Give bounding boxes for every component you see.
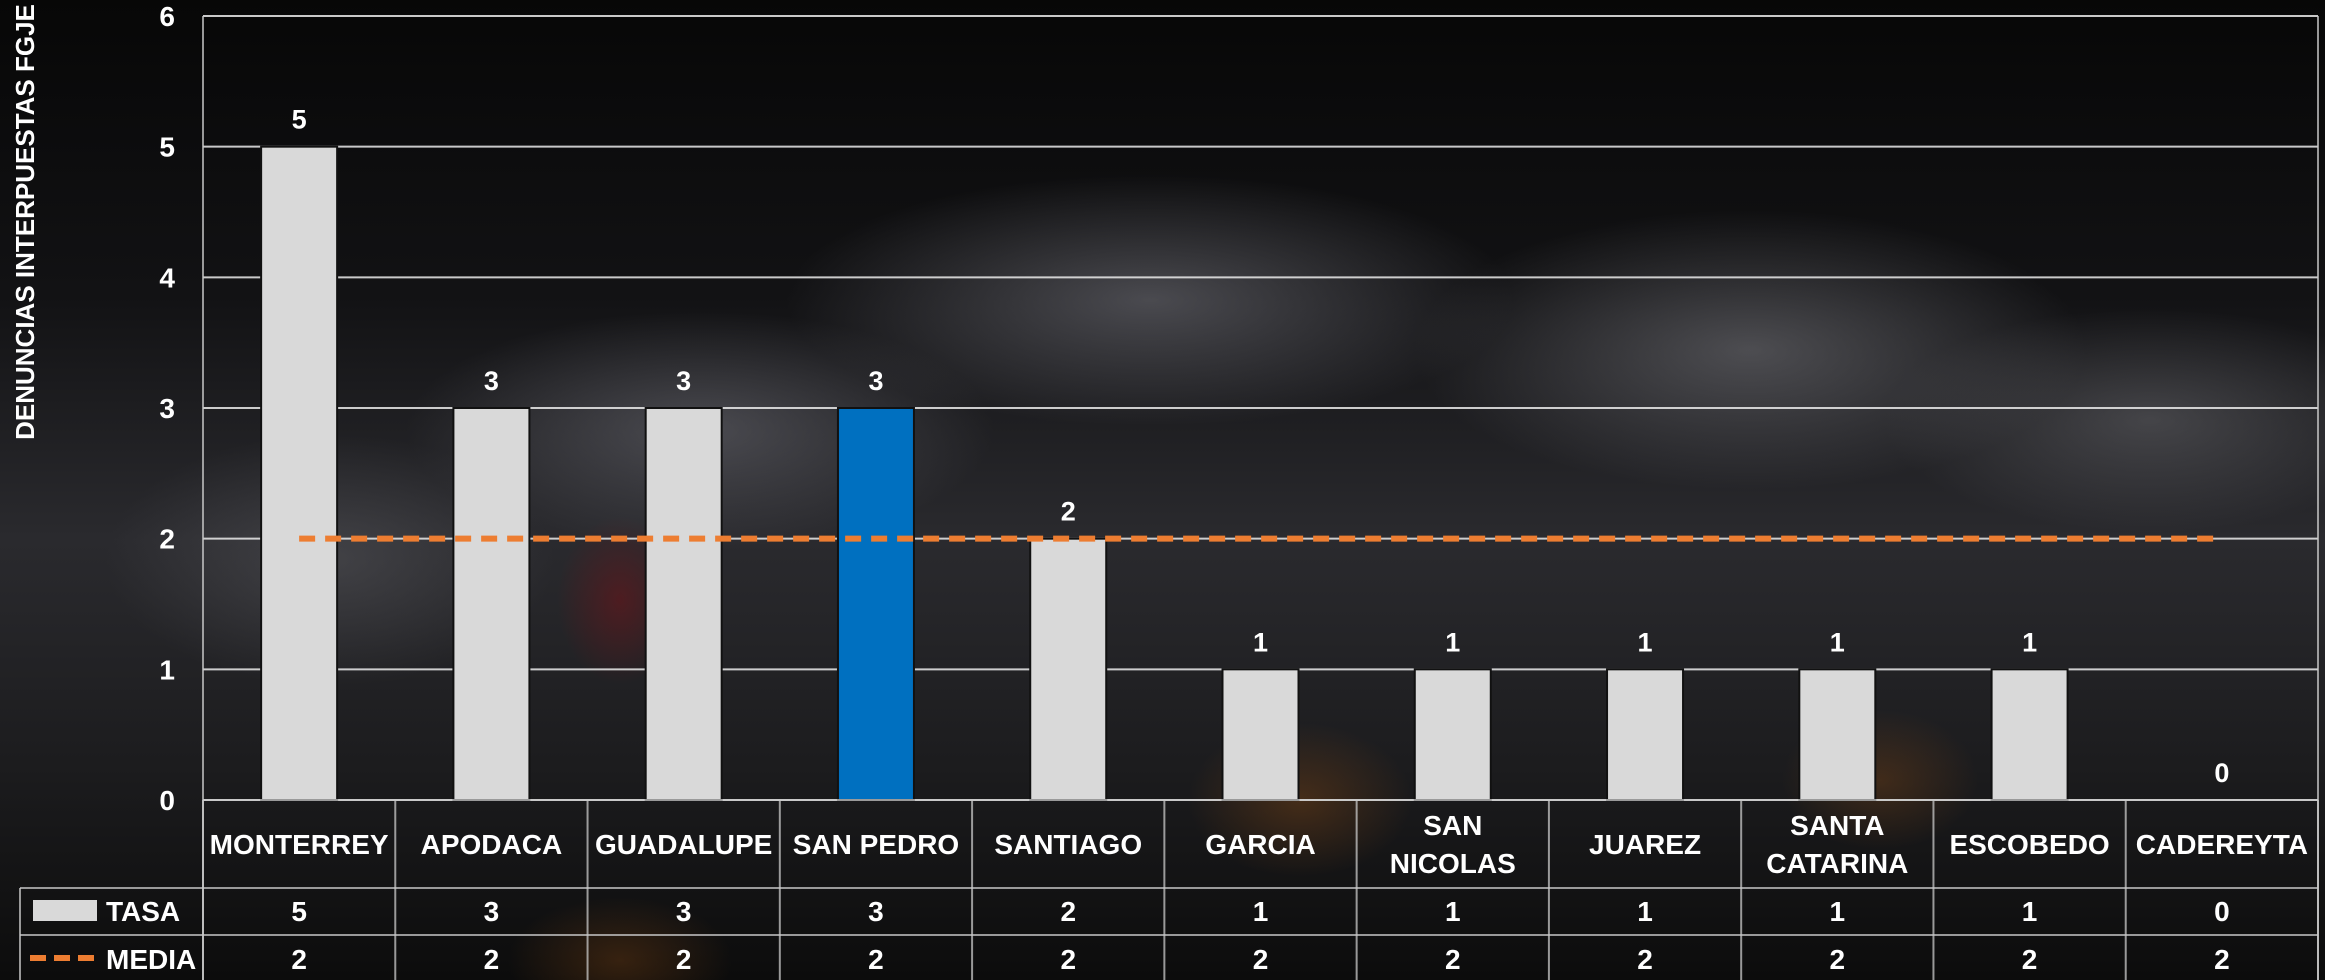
bar: [452, 407, 531, 801]
table-cell-media: 2: [1253, 944, 1269, 975]
bar: [836, 407, 915, 801]
table-cell-media: 2: [676, 944, 692, 975]
x-tick-label: SANTIAGO: [994, 829, 1142, 860]
bar: [260, 145, 339, 801]
table-cell-tasa: 1: [1637, 896, 1653, 927]
x-tick-label: ESCOBEDO: [1949, 829, 2109, 860]
bar-data-label: 2: [1061, 497, 1076, 527]
bar: [1221, 668, 1300, 801]
y-tick-label: 0: [159, 785, 175, 816]
table-cell-tasa: 1: [1830, 896, 1846, 927]
table-cell-media: 2: [1830, 944, 1846, 975]
table-cell-tasa: 2: [1060, 896, 1076, 927]
table-cell-tasa: 1: [1445, 896, 1461, 927]
bar-data-label: 1: [1830, 627, 1845, 657]
table-cell-media: 2: [1060, 944, 1076, 975]
x-tick-label: CATARINA: [1766, 848, 1908, 879]
legend-key-tasa: [33, 900, 97, 921]
x-tick-label: SAN PEDRO: [793, 829, 959, 860]
legend-label-tasa: TASA: [106, 896, 180, 927]
bar: [1413, 668, 1492, 801]
x-tick-label: GUADALUPE: [595, 829, 772, 860]
table-cell-tasa: 3: [676, 896, 692, 927]
table-cell-media: 2: [291, 944, 307, 975]
table-cell-tasa: 3: [868, 896, 884, 927]
y-tick-label: 5: [159, 132, 175, 163]
x-tick-label: GARCIA: [1205, 829, 1315, 860]
y-tick-label: 3: [159, 393, 175, 424]
x-tick-label: NICOLAS: [1390, 848, 1516, 879]
table-cell-tasa: 0: [2214, 896, 2230, 927]
table-cell-tasa: 5: [291, 896, 307, 927]
x-tick-label: APODACA: [421, 829, 563, 860]
bar: [1606, 668, 1685, 801]
bar-data-label: 0: [2214, 758, 2229, 788]
bar-data-label: 1: [2022, 627, 2037, 657]
bar: [1990, 668, 2069, 801]
bar-data-label: 1: [1253, 627, 1268, 657]
bar: [1798, 668, 1877, 801]
x-tick-label: MONTERREY: [210, 829, 389, 860]
x-tick-label: SAN: [1423, 810, 1482, 841]
y-axis-title: DENUNCIAS INTERPUESTAS FGJE: [10, 4, 40, 440]
table-cell-media: 2: [1445, 944, 1461, 975]
y-tick-label: 6: [159, 1, 175, 32]
table-cell-media: 2: [2022, 944, 2038, 975]
x-tick-label: SANTA: [1790, 810, 1884, 841]
x-tick-label: CADEREYTA: [2136, 829, 2308, 860]
table-cell-tasa: 1: [2022, 896, 2038, 927]
table-cell-media: 2: [868, 944, 884, 975]
table-cell-media: 2: [1637, 944, 1653, 975]
y-tick-label: 4: [159, 262, 175, 293]
bar-data-label: 3: [484, 366, 499, 396]
bar-data-label: 3: [676, 366, 691, 396]
table-cell-media: 2: [2214, 944, 2230, 975]
legend-label-media: MEDIA: [106, 944, 196, 975]
bar-data-label: 5: [292, 105, 307, 135]
x-tick-label: JUAREZ: [1589, 829, 1701, 860]
bar: [1029, 537, 1108, 802]
table-cell-tasa: 3: [484, 896, 500, 927]
table-cell-tasa: 1: [1253, 896, 1269, 927]
bar: [644, 407, 723, 801]
bar-data-label: 3: [868, 366, 883, 396]
table-cell-media: 2: [484, 944, 500, 975]
bar-data-label: 1: [1638, 627, 1653, 657]
y-tick-label: 2: [159, 524, 175, 555]
bar-data-label: 1: [1445, 627, 1460, 657]
y-tick-label: 1: [159, 654, 175, 685]
